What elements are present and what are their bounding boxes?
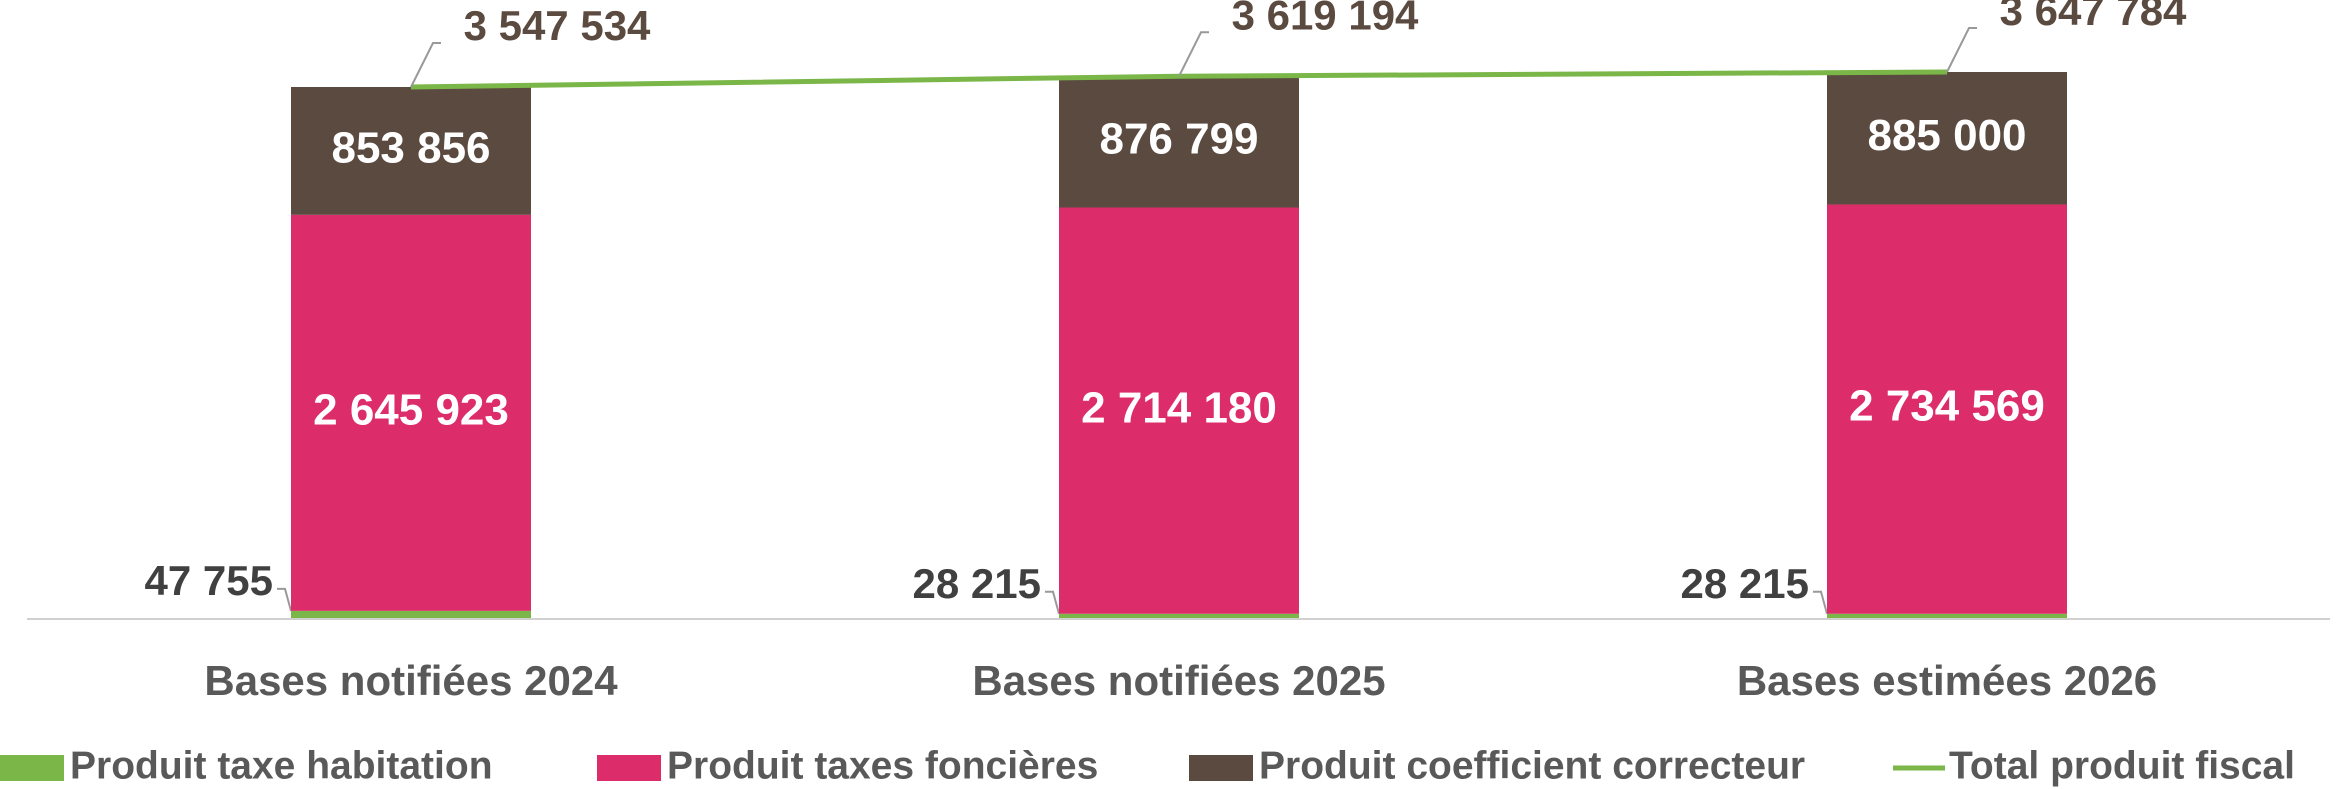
bar-segment (291, 610, 531, 618)
legend-label: Produit taxes foncières (667, 744, 1098, 787)
legend-marker (1189, 755, 1253, 781)
leader-line (1946, 27, 1977, 73)
data-label: 2 645 923 (313, 385, 509, 434)
line (410, 69, 1948, 90)
legend-label: Produit taxe habitation (70, 744, 493, 787)
legend-label: Total produit fiscal (1949, 744, 2295, 787)
x-tick-label: Bases notifiées 2025 (972, 657, 1385, 704)
data-label: 2 714 180 (1081, 383, 1277, 432)
data-label: 876 799 (1099, 115, 1258, 164)
leader-line (1045, 590, 1060, 615)
leader-line (277, 587, 292, 612)
data-label: 3 647 784 (2000, 0, 2187, 34)
data-label: 3 619 194 (1232, 0, 1419, 38)
data-label: 853 856 (331, 124, 490, 173)
x-tick-label: Bases notifiées 2024 (204, 657, 618, 704)
x-tick-label: Bases estimées 2026 (1737, 657, 2157, 704)
legend-marker (0, 755, 64, 781)
bar-segment (1827, 204, 2067, 614)
leader-line (1813, 590, 1828, 615)
leader-line (410, 42, 441, 88)
bar-segment (291, 214, 531, 611)
data-label: 2 734 569 (1849, 382, 2045, 431)
bar-segment (1827, 72, 2067, 205)
data-label: 3 547 534 (464, 2, 651, 49)
data-label: 28 215 (1681, 560, 1809, 607)
bar-segment (1059, 207, 1299, 614)
data-label: 885 000 (1867, 111, 2026, 160)
bar-segment (1827, 613, 2067, 618)
legend-marker (597, 755, 661, 781)
bar-segment (1059, 76, 1299, 208)
leader-line (1178, 31, 1209, 77)
data-label: 28 215 (913, 560, 1041, 607)
legend-label: Produit coefficient correcteur (1259, 744, 1805, 787)
bar-segment (291, 87, 531, 215)
data-label: 47 755 (145, 557, 273, 604)
bar-segment (1059, 613, 1299, 618)
